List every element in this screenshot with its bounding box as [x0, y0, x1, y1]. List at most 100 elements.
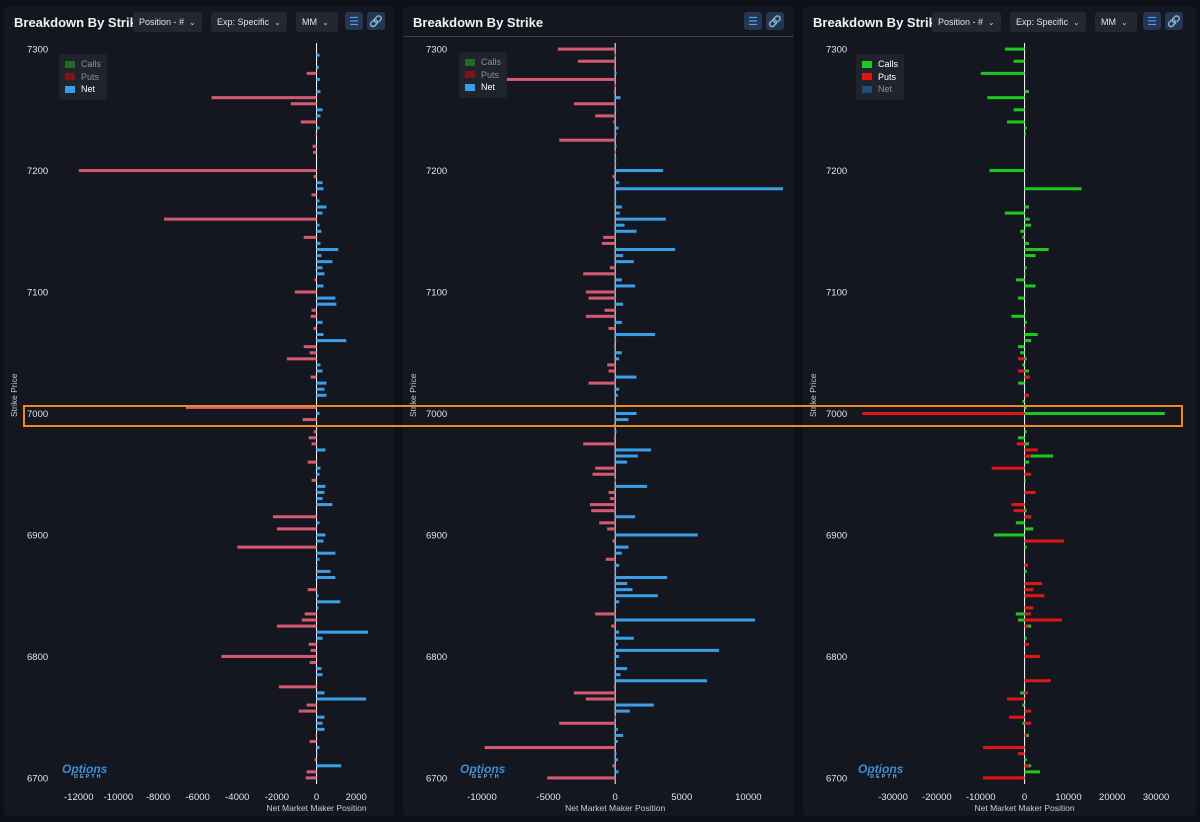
bar-calls-7145[interactable] [1022, 235, 1025, 239]
bar-calls-7290[interactable] [1013, 59, 1025, 63]
bar-calls-6905[interactable] [1024, 527, 1034, 531]
bar-net-6885[interactable] [316, 551, 336, 555]
bar-net-6890[interactable] [615, 545, 629, 549]
bar-net-6945[interactable] [614, 478, 616, 482]
bar-net-6735[interactable] [315, 733, 317, 737]
bar-calls-7085[interactable] [1024, 308, 1026, 312]
bar-net-6815[interactable] [316, 636, 323, 640]
bar-net-7105[interactable] [316, 284, 324, 288]
bar-net-6855[interactable] [615, 588, 633, 592]
bar-puts-6825[interactable] [1024, 624, 1029, 628]
bar-net-7275[interactable] [316, 77, 320, 81]
bar-puts-6810[interactable] [1024, 642, 1029, 646]
bar-net-6825[interactable] [276, 624, 317, 628]
bar-net-6725[interactable] [484, 746, 616, 750]
bar-net-6815[interactable] [615, 636, 634, 640]
bar-puts-6950[interactable] [1024, 472, 1032, 476]
bar-net-6865[interactable] [615, 575, 668, 580]
bar-net-6870[interactable] [615, 569, 617, 573]
bar-net-6950[interactable] [316, 472, 320, 476]
bar-net-7120[interactable] [316, 266, 323, 270]
bar-net-7250[interactable] [615, 108, 617, 112]
bar-net-6800[interactable] [615, 654, 620, 658]
bar-net-6900[interactable] [615, 533, 698, 537]
bar-net-7020[interactable] [615, 387, 620, 391]
bar-net-6710[interactable] [612, 764, 616, 768]
bar-net-6930[interactable] [609, 497, 616, 501]
bar-net-7115[interactable] [316, 272, 325, 276]
bar-calls-6985[interactable] [1024, 430, 1027, 434]
link-button[interactable]: 🔗 [766, 12, 784, 30]
bar-net-7165[interactable] [316, 211, 323, 215]
bar-calls-6770[interactable] [1020, 691, 1025, 695]
bar-net-6870[interactable] [316, 569, 331, 573]
bar-net-7130[interactable] [316, 254, 322, 258]
bar-puts-6835[interactable] [1024, 612, 1032, 616]
bar-net-7025[interactable] [588, 381, 616, 385]
bar-net-6820[interactable] [615, 630, 620, 634]
bar-net-7055[interactable] [303, 345, 317, 349]
bar-net-7180[interactable] [615, 193, 617, 197]
bar-net-7170[interactable] [615, 205, 622, 209]
bar-net-7110[interactable] [615, 278, 622, 282]
bar-net-6935[interactable] [608, 490, 616, 494]
bar-net-7280[interactable] [615, 71, 617, 75]
bar-net-6980[interactable] [308, 436, 317, 440]
bar-calls-7160[interactable] [1024, 217, 1030, 221]
bar-net-6975[interactable] [311, 442, 317, 446]
bar-calls-7110[interactable] [1015, 278, 1025, 282]
bar-net-6830[interactable] [615, 618, 756, 622]
bar-net-7225[interactable] [559, 138, 616, 142]
bar-net-7260[interactable] [615, 96, 621, 100]
bar-net-7100[interactable] [585, 290, 616, 294]
bar-net-6800[interactable] [221, 654, 317, 658]
bar-net-7260[interactable] [211, 96, 317, 100]
bar-calls-7000[interactable] [1024, 411, 1165, 416]
bar-net-7195[interactable] [612, 175, 616, 179]
bar-calls-7050[interactable] [1020, 351, 1025, 355]
bar-net-6715[interactable] [314, 758, 317, 762]
bar-puts-6965[interactable] [1024, 454, 1032, 458]
bar-net-7075[interactable] [615, 320, 622, 324]
bar-net-7230[interactable] [315, 132, 317, 136]
bar-net-6860[interactable] [615, 582, 628, 586]
bar-puts-6735[interactable] [1024, 733, 1027, 737]
bar-net-6980[interactable] [613, 436, 616, 440]
bar-net-6960[interactable] [615, 460, 628, 464]
bar-net-7145[interactable] [303, 235, 317, 239]
bar-net-7085[interactable] [311, 308, 317, 312]
bar-calls-6920[interactable] [1024, 509, 1027, 513]
bar-puts-6725[interactable] [982, 746, 1025, 750]
bar-net-7220[interactable] [312, 144, 317, 148]
bar-net-6985[interactable] [615, 430, 617, 434]
bar-calls-6835[interactable] [1015, 612, 1025, 616]
bar-calls-7300[interactable] [1004, 47, 1025, 51]
bar-net-6895[interactable] [316, 539, 324, 543]
bar-puts-6765[interactable] [1007, 697, 1025, 701]
legend-item-net[interactable]: Net [65, 83, 101, 96]
bar-calls-7120[interactable] [1024, 266, 1027, 270]
bar-puts-7035[interactable] [1018, 369, 1025, 373]
bar-puts-6750[interactable] [1009, 715, 1025, 719]
bar-net-6790[interactable] [615, 667, 628, 671]
bar-net-7295[interactable] [614, 53, 616, 57]
bar-calls-7040[interactable] [1022, 363, 1025, 367]
bar-net-7060[interactable] [615, 339, 617, 343]
bar-puts-6975[interactable] [1016, 442, 1025, 446]
bar-calls-6715[interactable] [1024, 758, 1027, 762]
bar-net-6905[interactable] [607, 527, 616, 531]
bar-calls-6705[interactable] [1024, 770, 1040, 774]
bar-net-6830[interactable] [301, 618, 317, 622]
bar-net-6705[interactable] [615, 770, 619, 774]
bar-net-7030[interactable] [310, 375, 317, 379]
bar-net-6720[interactable] [615, 752, 617, 756]
bar-net-7090[interactable] [615, 302, 624, 306]
bar-net-6875[interactable] [615, 563, 620, 567]
bar-net-6940[interactable] [316, 484, 326, 488]
bar-puts-6855[interactable] [1024, 588, 1034, 592]
mm-dropdown[interactable]: MM ⌄ [296, 12, 338, 32]
legend-item-puts[interactable]: Puts [65, 71, 101, 84]
bar-net-7045[interactable] [615, 357, 620, 361]
bar-net-7160[interactable] [615, 217, 666, 221]
bar-calls-7105[interactable] [1024, 284, 1036, 288]
